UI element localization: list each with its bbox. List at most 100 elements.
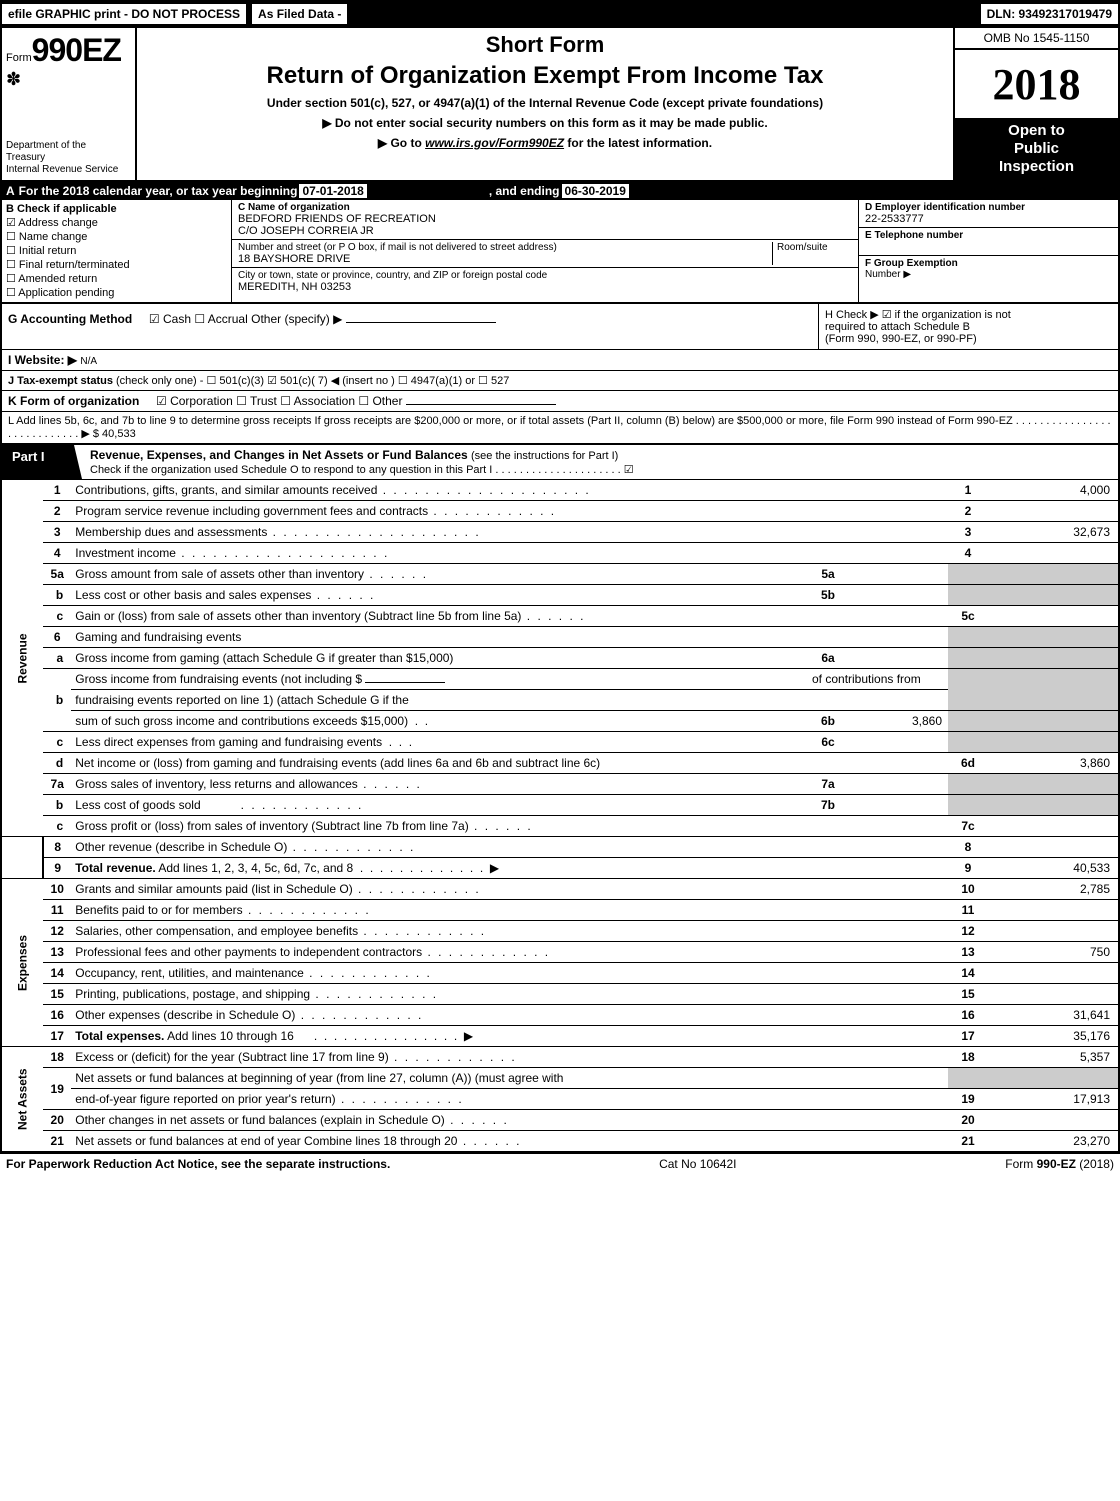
l7b-desc: Less cost of goods sold: [71, 795, 808, 816]
l17-val: 35,176: [988, 1026, 1118, 1047]
check-address-change[interactable]: ☑ Address change: [6, 216, 227, 229]
g-options[interactable]: ☑ Cash ☐ Accrual Other (specify) ▶: [149, 312, 342, 326]
l15-boxno: 15: [948, 984, 988, 1005]
h-check: H Check ▶ ☑ if the organization is not r…: [818, 304, 1118, 349]
f-label: F Group Exemption: [865, 258, 1112, 269]
l19-grey: [948, 1068, 988, 1089]
page-footer: For Paperwork Reduction Act Notice, see …: [0, 1154, 1120, 1174]
l15-no: 15: [43, 984, 71, 1005]
l10-no: 10: [43, 879, 71, 900]
line-5b: b Less cost or other basis and sales exp…: [2, 585, 1118, 606]
l5c-val: [988, 606, 1118, 627]
l11-val: [988, 900, 1118, 921]
l18-desc: Excess or (deficit) for the year (Subtra…: [71, 1047, 948, 1068]
l5a-no: 5a: [43, 564, 71, 585]
g-other-input[interactable]: [346, 322, 496, 323]
l6d-desc: Net income or (loss) from gaming and fun…: [71, 753, 948, 774]
line-20: 20 Other changes in net assets or fund b…: [2, 1110, 1118, 1131]
l8-val: [988, 837, 1118, 858]
dept-line2: Treasury: [6, 152, 131, 164]
l14-desc: Occupancy, rent, utilities, and maintena…: [71, 963, 948, 984]
h-line1[interactable]: H Check ▶ ☑ if the organization is not: [825, 308, 1112, 321]
line-18: Net Assets 18 Excess or (deficit) for th…: [2, 1047, 1118, 1068]
j-options[interactable]: (check only one) - ☐ 501(c)(3) ☑ 501(c)(…: [116, 375, 509, 387]
l1-boxno: 1: [948, 480, 988, 501]
l21-val: 23,270: [988, 1131, 1118, 1152]
l4-desc: Investment income: [71, 543, 948, 564]
l3-val: 32,673: [988, 522, 1118, 543]
irs-link[interactable]: www.irs.gov/Form990EZ: [425, 136, 564, 150]
l5b-ival: [848, 585, 948, 606]
row-a: A For the 2018 calendar year, or tax yea…: [2, 182, 1118, 200]
row-l-gross-receipts: L Add lines 5b, 6c, and 7b to line 9 to …: [2, 412, 1118, 445]
l7a-ibox: 7a: [808, 774, 848, 795]
l5a-ibox: 5a: [808, 564, 848, 585]
l6b-grey3: [948, 711, 988, 732]
l3-no: 3: [43, 522, 71, 543]
l6b-ibox: 6b: [808, 711, 848, 732]
part-i-check[interactable]: Check if the organization used Schedule …: [90, 464, 634, 476]
l17-desc: Total expenses. Add lines 10 through 16 …: [71, 1026, 948, 1047]
l7a-grey: [948, 774, 988, 795]
line-16: 16 Other expenses (describe in Schedule …: [2, 1005, 1118, 1026]
l16-boxno: 16: [948, 1005, 988, 1026]
form-990ez-page: efile GRAPHIC print - DO NOT PROCESS As …: [0, 0, 1120, 1154]
e-cell: E Telephone number: [859, 228, 1118, 256]
l1-val: 4,000: [988, 480, 1118, 501]
l7c-no: c: [43, 816, 71, 837]
l12-no: 12: [43, 921, 71, 942]
l6a-ibox: 6a: [808, 648, 848, 669]
line-13: 13 Professional fees and other payments …: [2, 942, 1118, 963]
efile-label: efile GRAPHIC print - DO NOT PROCESS: [2, 4, 248, 24]
l10-boxno: 10: [948, 879, 988, 900]
line-21: 21 Net assets or fund balances at end of…: [2, 1131, 1118, 1152]
short-form-title: Short Form: [143, 32, 947, 58]
expenses-side-label: Expenses: [2, 879, 43, 1047]
line-19-2: end-of-year figure reported on prior yea…: [2, 1089, 1118, 1110]
f-cell: F Group Exemption Number ▶: [859, 256, 1118, 302]
l6a-desc: Gross income from gaming (attach Schedul…: [71, 648, 808, 669]
l14-boxno: 14: [948, 963, 988, 984]
l2-desc: Program service revenue including govern…: [71, 501, 948, 522]
under-section: Under section 501(c), 527, or 4947(a)(1)…: [143, 96, 947, 110]
l19-desc1: Net assets or fund balances at beginning…: [71, 1068, 948, 1089]
l6-desc: Gaming and fundraising events: [71, 627, 948, 648]
l16-desc: Other expenses (describe in Schedule O): [71, 1005, 948, 1026]
check-name-change[interactable]: ☐ Name change: [6, 230, 227, 243]
l6b-desc1: Gross income from fundraising events (no…: [71, 669, 808, 690]
l6d-val: 3,860: [988, 753, 1118, 774]
l2-boxno: 2: [948, 501, 988, 522]
netassets-side-label: Net Assets: [2, 1047, 43, 1152]
line-14: 14 Occupancy, rent, utilities, and maint…: [2, 963, 1118, 984]
line-12: 12 Salaries, other compensation, and emp…: [2, 921, 1118, 942]
d-label: D Employer identification number: [865, 202, 1112, 213]
l1-desc: Contributions, gifts, grants, and simila…: [71, 480, 948, 501]
check-application-pending[interactable]: ☐ Application pending: [6, 286, 227, 299]
l5a-grey: [948, 564, 988, 585]
check-amended-return[interactable]: ☐ Amended return: [6, 272, 227, 285]
footer-mid: Cat No 10642I: [659, 1157, 736, 1171]
l4-no: 4: [43, 543, 71, 564]
open-line2: Public: [957, 140, 1116, 158]
row-j-tax-exempt: J Tax-exempt status (check only one) - ☐…: [2, 371, 1118, 391]
open-to-public-inspection: Open to Public Inspection: [955, 118, 1118, 180]
l6b-grey4: [988, 711, 1118, 732]
arrow-line-1: ▶ Do not enter social security numbers o…: [143, 116, 947, 130]
l2-no: 2: [43, 501, 71, 522]
l6b-input[interactable]: [365, 682, 445, 683]
l6a-ival: [848, 648, 948, 669]
check-final-return[interactable]: ☐ Final return/terminated: [6, 258, 227, 271]
l11-boxno: 11: [948, 900, 988, 921]
row-a-text1: For the 2018 calendar year, or tax year …: [19, 184, 298, 198]
k-options[interactable]: ☑ Corporation ☐ Trust ☐ Association ☐ Ot…: [156, 394, 402, 408]
h-line2: required to attach Schedule B: [825, 321, 1112, 333]
check-initial-return[interactable]: ☐ Initial return: [6, 244, 227, 257]
l17-d: Add lines 10 through 16: [167, 1029, 294, 1043]
k-other-input[interactable]: [406, 404, 556, 405]
line-7a: 7a Gross sales of inventory, less return…: [2, 774, 1118, 795]
l13-val: 750: [988, 942, 1118, 963]
row-a-text2: , and ending: [489, 184, 560, 198]
top-bar: efile GRAPHIC print - DO NOT PROCESS As …: [2, 2, 1118, 28]
line-6a: a Gross income from gaming (attach Sched…: [2, 648, 1118, 669]
footer-right: Form 990-EZ (2018): [1005, 1157, 1114, 1171]
